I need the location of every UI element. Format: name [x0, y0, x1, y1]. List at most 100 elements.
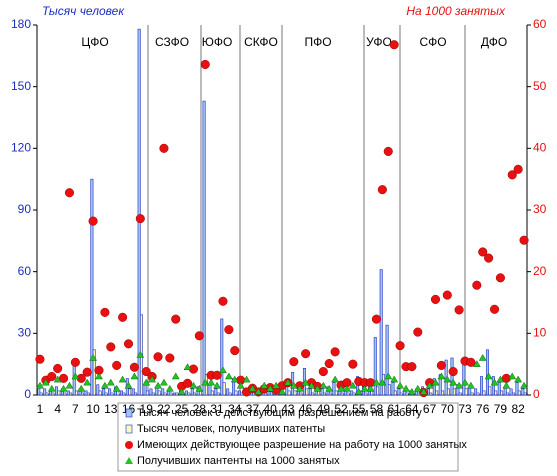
y-tick-label: 90 [18, 202, 32, 216]
bar [476, 392, 480, 396]
marker [230, 375, 239, 383]
y2-tick-label: 40 [533, 141, 547, 155]
marker [413, 327, 423, 337]
x-tick-label: 31 [210, 402, 224, 416]
marker [266, 384, 275, 392]
marker [224, 372, 233, 380]
bar [480, 376, 484, 396]
marker [254, 387, 263, 395]
region-label: ПФО [304, 35, 331, 49]
marker [372, 378, 381, 386]
marker [407, 362, 417, 372]
bar [234, 390, 238, 396]
marker [159, 378, 168, 386]
x-tick-label: 13 [104, 402, 118, 416]
bar [458, 392, 462, 396]
marker [402, 384, 410, 392]
y-tick-label: 30 [18, 326, 32, 340]
marker [384, 372, 393, 380]
bar [190, 388, 194, 396]
bar [193, 392, 197, 396]
x-tick-label: 10 [86, 402, 100, 416]
marker [177, 387, 186, 395]
region-label: ЮФО [202, 35, 233, 49]
y2-tick-label: 60 [533, 17, 547, 31]
bar [137, 28, 141, 396]
bar [269, 392, 273, 396]
bar [328, 392, 332, 396]
bar [470, 392, 474, 396]
marker [354, 387, 363, 395]
marker [366, 384, 375, 392]
marker [289, 381, 298, 389]
bar [376, 386, 380, 396]
bar [323, 392, 326, 396]
x-tick-label: 61 [387, 402, 401, 416]
marker [330, 347, 340, 357]
marker [319, 381, 328, 389]
bar [51, 392, 55, 396]
bar [210, 390, 214, 396]
bar [509, 388, 513, 396]
marker [295, 384, 304, 392]
marker [200, 59, 210, 70]
bar [214, 388, 218, 396]
marker [431, 378, 440, 386]
region-label: ДФО [481, 35, 507, 49]
bar [163, 392, 167, 396]
bar [222, 382, 226, 396]
bar [488, 386, 492, 396]
marker [489, 304, 500, 314]
bar [149, 388, 153, 396]
bar [441, 390, 445, 396]
y2-tick-label: 0 [533, 387, 540, 401]
marker [513, 164, 523, 174]
y2-tick-label: 30 [533, 202, 547, 216]
marker [278, 387, 286, 395]
bar [397, 388, 401, 396]
marker [153, 352, 163, 362]
marker [490, 378, 499, 386]
marker [154, 381, 162, 389]
bar [452, 388, 456, 396]
marker [59, 384, 68, 392]
marker [242, 375, 251, 383]
marker [324, 359, 334, 369]
marker [148, 375, 157, 383]
marker [213, 381, 221, 389]
marker [142, 378, 151, 386]
bar [393, 390, 397, 396]
bar [173, 392, 177, 396]
marker [171, 314, 181, 324]
legend-box [117, 402, 459, 472]
marker [508, 372, 517, 380]
bar [39, 392, 43, 396]
legend-label: Тысяч человек с действующим разрешением … [137, 407, 422, 419]
marker [106, 378, 115, 386]
legend-swatch [125, 441, 133, 449]
x-tick-label: 37 [246, 402, 260, 416]
x-tick-label: 82 [511, 402, 525, 416]
marker [35, 354, 45, 364]
marker [236, 381, 245, 389]
bar [364, 392, 368, 396]
bar [184, 390, 188, 396]
y2-tick-label: 10 [533, 326, 547, 340]
marker [331, 375, 340, 383]
marker [478, 247, 488, 257]
marker [301, 349, 311, 359]
marker [248, 384, 257, 392]
bar [134, 392, 138, 396]
bar [161, 388, 165, 396]
bar [293, 390, 297, 396]
bar [523, 392, 527, 396]
bar [228, 392, 232, 396]
bar [75, 390, 79, 396]
bar [57, 390, 61, 396]
y2-tick-label: 50 [533, 79, 547, 93]
bar [90, 178, 94, 396]
bar [202, 100, 206, 396]
bar [340, 392, 344, 396]
bar [305, 388, 309, 396]
